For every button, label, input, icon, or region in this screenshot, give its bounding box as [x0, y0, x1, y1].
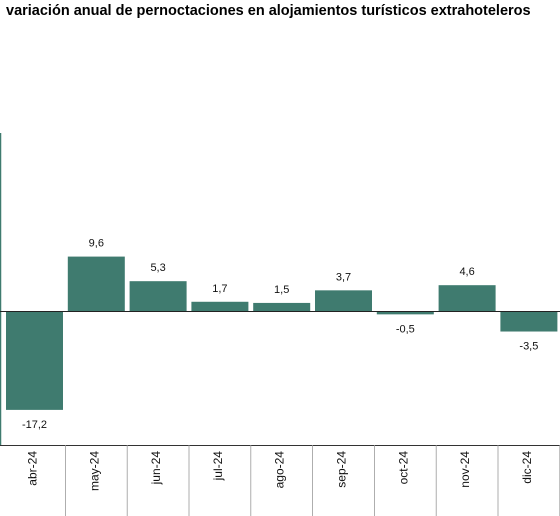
bar-jun-24 — [129, 281, 187, 312]
x-tick-label-oct-24: oct-24 — [396, 451, 410, 485]
value-label-nov-24: 4,6 — [459, 266, 474, 278]
x-tick-label-jun-24: jun-24 — [149, 451, 163, 486]
bar-ago-24 — [253, 302, 311, 312]
x-tick-label-sep-24: sep-24 — [335, 451, 349, 488]
chart-title: variación anual de pernoctaciones en alo… — [6, 3, 531, 19]
value-label-jul-24: 1,7 — [212, 283, 227, 295]
bars-group — [6, 256, 558, 410]
value-label-oct-24: -0,5 — [396, 323, 415, 335]
bar-nov-24 — [438, 285, 496, 312]
value-label-abr-24: -17,2 — [22, 419, 47, 431]
value-label-ago-24: 1,5 — [274, 284, 289, 296]
x-tick-label-ago-24: ago-24 — [273, 451, 287, 489]
x-tick-label-dic-24: dic-24 — [520, 451, 534, 484]
bar-dic-24 — [500, 311, 558, 332]
value-label-dic-24: -3,5 — [519, 341, 538, 353]
bar-jul-24 — [191, 301, 249, 312]
bar-may-24 — [67, 256, 125, 312]
bar-oct-24 — [376, 311, 434, 315]
value-label-sep-24: 3,7 — [336, 271, 351, 283]
x-ticks-group: abr-24 may-24 jun-24 jul-24 ago-24 sep-24 oct-… — [26, 445, 560, 516]
x-tick-label-abr-24: abr-24 — [26, 451, 40, 486]
x-tick-label-jul-24: jul-24 — [211, 451, 225, 482]
value-label-may-24: 9,6 — [89, 238, 104, 250]
bar-abr-24 — [6, 311, 63, 410]
bar-sep-24 — [315, 290, 372, 312]
value-labels-group: -17,2 9,6 5,3 1,7 1,5 3,7 -0,5 4,6 -3,5 — [22, 238, 538, 431]
value-label-jun-24: 5,3 — [150, 262, 165, 274]
x-tick-label-may-24: may-24 — [87, 451, 101, 491]
x-tick-label-nov-24: nov-24 — [458, 451, 472, 488]
